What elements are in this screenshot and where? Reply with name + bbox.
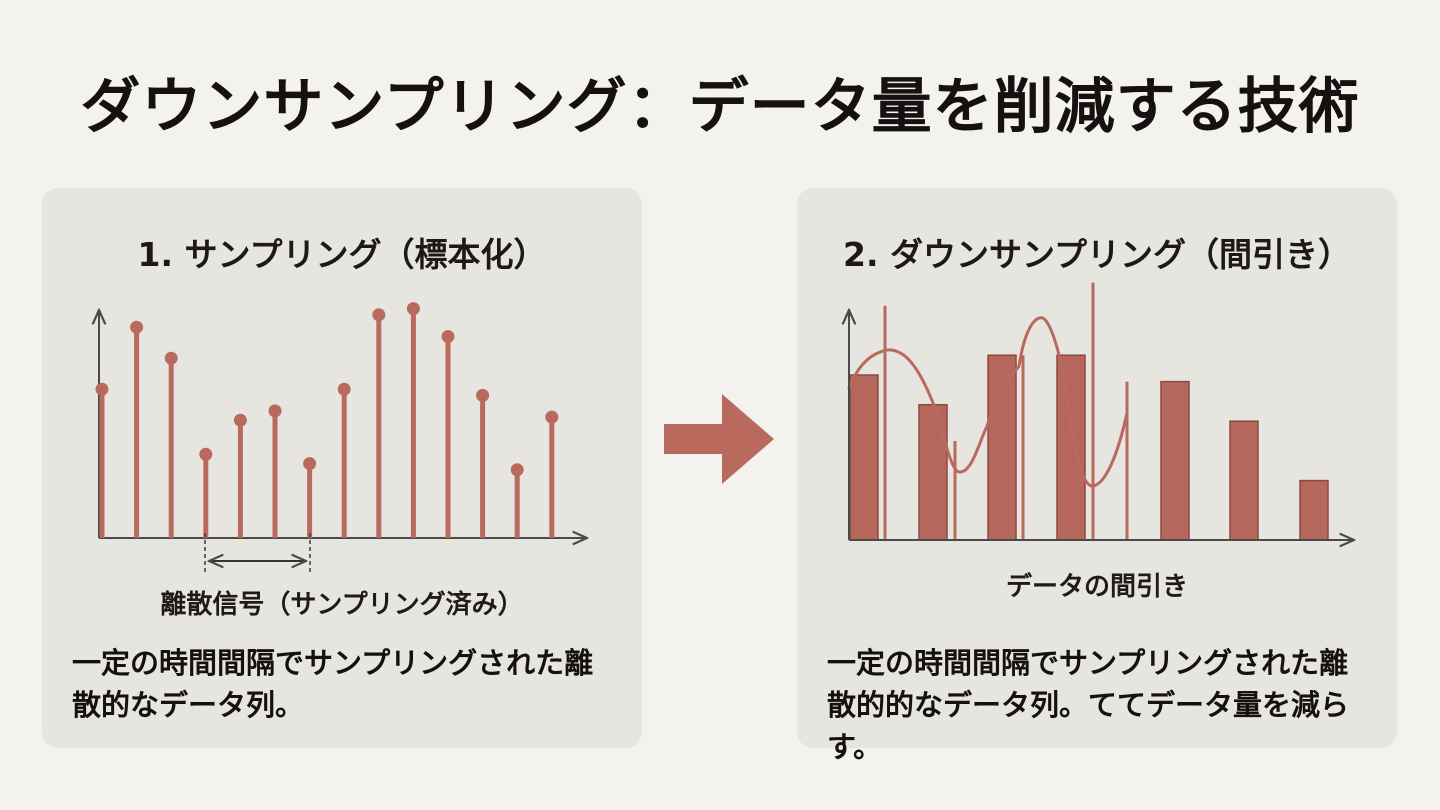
sample-stem — [268, 404, 282, 538]
sample-stem — [233, 413, 247, 538]
sample-stem — [545, 410, 559, 538]
sample-stem — [130, 320, 144, 538]
downsampled-bar — [918, 403, 948, 541]
sampling-panel: 1. サンプリング（標本化） 離散信号（サンプリング済み） 一定の時間間隔でサン… — [42, 188, 642, 748]
sample-stem — [372, 308, 386, 538]
right-arrow-icon — [664, 394, 774, 484]
sample-stem — [510, 463, 524, 538]
discrete-signal-caption: 離散信号（サンプリング済み） — [160, 590, 524, 620]
downsampled-bar — [987, 354, 1017, 541]
downsampling-description: 一定の時間間隔でサンプリングされた離散的的なデータ列。ててデータ量を減らす。 — [827, 646, 1350, 764]
downsampled-bar — [1160, 380, 1190, 541]
sampling-description: 一定の時間間隔でサンプリングされた離散的なデータ列。 — [72, 646, 594, 722]
sample-stem — [303, 457, 317, 538]
decimation-caption: データの間引き — [1005, 572, 1188, 602]
downsampled-bar — [1229, 420, 1259, 541]
downsampled-bar — [1056, 354, 1086, 541]
downsampled-bar-plot — [797, 282, 1397, 588]
sample-stem — [337, 382, 351, 538]
downsampled-bar — [1299, 479, 1329, 541]
sample-stem — [95, 382, 109, 538]
downsampling-panel: 2. ダウンサンプリング（間引き） データの間引き 一定の時間間隔でサンプリング… — [797, 188, 1397, 764]
downsampling-heading: 2. ダウンサンプリング（間引き） — [843, 235, 1351, 274]
sample-stem — [199, 447, 213, 538]
sample-stem — [441, 330, 455, 538]
stem-plot — [42, 302, 642, 573]
sample-stem — [406, 302, 420, 538]
sampling-heading: 1. サンプリング（標本化） — [137, 235, 547, 274]
sample-stem — [476, 388, 490, 538]
sample-stem — [164, 351, 178, 538]
original-signal-curve — [847, 316, 1129, 488]
downsampled-bar — [849, 374, 879, 541]
page-title: ダウンサンプリング：データ量を削減する技術 — [80, 72, 1360, 142]
